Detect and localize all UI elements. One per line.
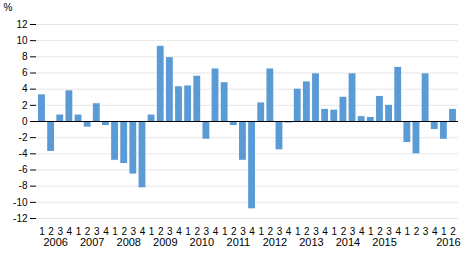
svg-text:3: 3: [277, 226, 283, 237]
svg-text:1: 1: [149, 226, 155, 237]
svg-text:1: 1: [222, 226, 228, 237]
svg-text:2: 2: [268, 226, 274, 237]
svg-text:2: 2: [85, 226, 91, 237]
svg-text:4: 4: [395, 226, 401, 237]
svg-text:4: 4: [176, 226, 182, 237]
svg-text:3: 3: [313, 226, 319, 237]
svg-text:2015: 2015: [372, 236, 396, 248]
svg-text:1: 1: [185, 226, 191, 237]
svg-text:6: 6: [22, 67, 28, 78]
svg-text:2: 2: [341, 226, 347, 237]
svg-text:1: 1: [405, 226, 411, 237]
svg-text:4: 4: [140, 226, 146, 237]
svg-text:2: 2: [231, 226, 237, 237]
svg-text:3: 3: [423, 226, 429, 237]
svg-text:4: 4: [67, 226, 73, 237]
svg-text:%: %: [4, 2, 13, 13]
svg-text:-4: -4: [19, 148, 28, 159]
svg-text:1: 1: [441, 226, 447, 237]
svg-text:2: 2: [158, 226, 164, 237]
svg-text:2006: 2006: [43, 236, 67, 248]
svg-text:12: 12: [16, 19, 28, 30]
svg-text:2: 2: [22, 100, 28, 111]
svg-text:10: 10: [16, 35, 28, 46]
svg-text:3: 3: [204, 226, 210, 237]
svg-text:2007: 2007: [80, 236, 104, 248]
svg-text:4: 4: [432, 226, 438, 237]
svg-text:2008: 2008: [117, 236, 141, 248]
svg-text:1: 1: [112, 226, 118, 237]
svg-text:2011: 2011: [227, 236, 251, 248]
svg-text:2: 2: [304, 226, 310, 237]
svg-text:2: 2: [48, 226, 54, 237]
svg-text:4: 4: [103, 226, 109, 237]
svg-text:2: 2: [377, 226, 383, 237]
svg-text:-12: -12: [13, 213, 28, 224]
svg-text:1: 1: [368, 226, 374, 237]
svg-text:4: 4: [22, 83, 28, 94]
svg-text:1: 1: [258, 226, 264, 237]
svg-text:0: 0: [22, 116, 28, 127]
svg-text:1: 1: [39, 226, 45, 237]
svg-text:2014: 2014: [336, 236, 360, 248]
svg-text:2012: 2012: [263, 236, 287, 248]
svg-text:2: 2: [414, 226, 420, 237]
svg-text:1: 1: [76, 226, 82, 237]
svg-text:3: 3: [386, 226, 392, 237]
svg-text:2016: 2016: [436, 236, 460, 248]
svg-text:2: 2: [450, 226, 456, 237]
svg-text:-2: -2: [19, 132, 28, 143]
svg-text:8: 8: [22, 51, 28, 62]
svg-text:2013: 2013: [299, 236, 323, 248]
svg-text:4: 4: [249, 226, 255, 237]
svg-text:-8: -8: [19, 180, 28, 191]
svg-text:4: 4: [286, 226, 292, 237]
svg-text:2: 2: [121, 226, 127, 237]
svg-text:1: 1: [331, 226, 337, 237]
svg-text:4: 4: [322, 226, 328, 237]
svg-text:2009: 2009: [153, 236, 177, 248]
svg-text:2: 2: [194, 226, 200, 237]
svg-text:-6: -6: [19, 164, 28, 175]
svg-text:1: 1: [295, 226, 301, 237]
svg-text:3: 3: [240, 226, 246, 237]
svg-text:2010: 2010: [190, 236, 214, 248]
svg-text:3: 3: [167, 226, 173, 237]
svg-text:3: 3: [94, 226, 100, 237]
svg-text:4: 4: [213, 226, 219, 237]
svg-text:3: 3: [131, 226, 137, 237]
svg-text:3: 3: [350, 226, 356, 237]
svg-text:4: 4: [359, 226, 365, 237]
svg-text:-10: -10: [13, 197, 28, 208]
svg-text:3: 3: [57, 226, 63, 237]
